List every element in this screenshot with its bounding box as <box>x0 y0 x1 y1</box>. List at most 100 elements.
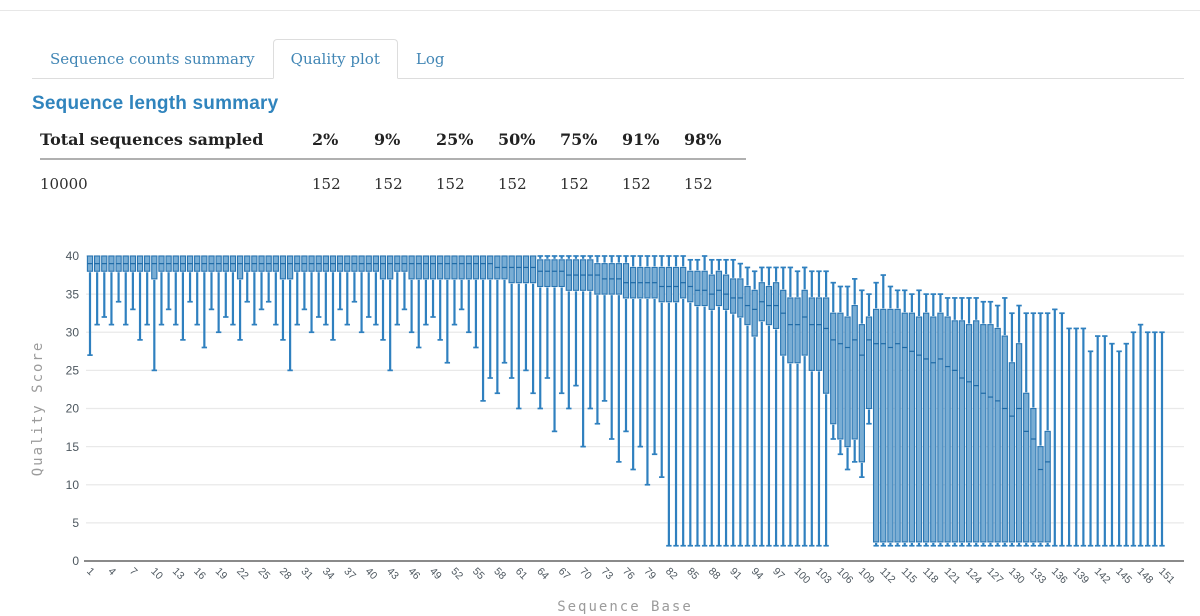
x-tick: 1 <box>84 565 97 578</box>
x-tick-label: 55 <box>470 565 487 582</box>
box <box>422 255 430 280</box>
x-tick: 82 <box>663 565 680 582</box>
box <box>808 297 815 371</box>
x-tick: 142 <box>1092 565 1113 586</box>
y-tick-label: 30 <box>66 325 80 339</box>
box <box>279 255 287 280</box>
box <box>887 308 894 543</box>
x-tick: 16 <box>191 565 208 582</box>
x-tick: 4 <box>106 565 119 578</box>
y-tick-label: 0 <box>72 554 79 568</box>
box <box>815 297 823 371</box>
tab-label[interactable]: Log <box>415 50 445 68</box>
x-tick-label: 106 <box>834 565 855 586</box>
y-tick-label: 25 <box>66 364 80 378</box>
tab-quality-plot[interactable]: Quality plot <box>272 39 398 79</box>
x-tick-label: 4 <box>106 565 119 578</box>
y-tick-label: 35 <box>66 287 80 301</box>
x-tick-label: 70 <box>577 565 594 582</box>
box <box>715 270 723 307</box>
table-body: 10000 152 152 152 152 152 152 152 <box>40 159 746 203</box>
tab-sequence-counts-summary[interactable]: Sequence counts summary <box>32 39 273 79</box>
x-tick: 61 <box>513 565 530 582</box>
box <box>880 308 887 543</box>
x-tick: 25 <box>256 565 273 582</box>
x-tick-label: 49 <box>427 565 444 582</box>
x-tick: 34 <box>320 565 337 582</box>
x-tick-label: 64 <box>534 565 551 582</box>
box <box>387 255 394 280</box>
y-axis-title: Quality Score <box>30 341 46 477</box>
tab-bar: Sequence counts summary Quality plot Log <box>32 39 1184 79</box>
box <box>622 263 630 299</box>
box <box>1037 446 1044 543</box>
x-tick: 64 <box>534 565 551 582</box>
tab-label[interactable]: Sequence counts summary <box>50 50 255 68</box>
box <box>722 274 730 310</box>
x-tick: 103 <box>813 565 834 586</box>
x-tick: 19 <box>213 565 230 582</box>
x-tick-label: 31 <box>298 565 315 582</box>
column-header-50: 50% <box>498 124 560 160</box>
tab-label[interactable]: Quality plot <box>272 39 398 79</box>
x-tick: 97 <box>770 565 787 582</box>
x-tick-label: 136 <box>1049 565 1070 586</box>
x-tick-label: 145 <box>1113 565 1134 586</box>
x-tick: 136 <box>1049 565 1070 586</box>
y-tick-label: 40 <box>66 249 80 263</box>
x-tick-label: 94 <box>749 565 766 582</box>
x-tick: 37 <box>341 565 358 582</box>
table-cell: 10000 <box>40 175 88 193</box>
box <box>801 289 808 356</box>
quality-boxplot-chart[interactable]: 0 5 10 15 20 25 30 35 40 1 4 7 10 13 16 19 22 25 28 31 34 37 4… <box>0 249 1200 616</box>
x-tick-label: 19 <box>213 565 230 582</box>
x-tick-label: 121 <box>942 565 963 586</box>
box <box>487 255 494 280</box>
x-tick-label: 10 <box>148 565 165 582</box>
x-tick: 100 <box>792 565 813 586</box>
x-tick-label: 16 <box>191 565 208 582</box>
column-header-2: 2% <box>312 124 374 160</box>
x-tick: 31 <box>298 565 315 582</box>
x-tick-label: 127 <box>985 565 1006 586</box>
x-tick-label: 43 <box>384 565 401 582</box>
x-tick-label: 52 <box>449 565 466 582</box>
box <box>415 255 422 280</box>
box <box>937 312 944 543</box>
box <box>694 270 701 307</box>
x-tick: 112 <box>877 565 897 585</box>
box <box>451 255 458 280</box>
x-tick: 13 <box>170 565 187 582</box>
x-tick-label: 67 <box>556 565 573 582</box>
top-divider <box>0 10 1200 11</box>
box <box>708 274 715 310</box>
box <box>780 289 787 356</box>
box <box>973 320 980 543</box>
box <box>987 324 994 543</box>
box <box>594 263 601 295</box>
x-tick-label: 142 <box>1092 565 1113 586</box>
x-tick: 109 <box>856 565 877 586</box>
x-tick-label: 34 <box>320 565 337 582</box>
box <box>915 316 923 543</box>
x-tick-label: 130 <box>1006 565 1027 586</box>
x-tick-label: 109 <box>856 565 877 586</box>
x-tick: 130 <box>1006 565 1027 586</box>
box <box>465 255 472 280</box>
box <box>830 312 837 425</box>
table-cell: 152 <box>560 175 589 193</box>
box <box>544 259 551 288</box>
x-tick: 88 <box>706 565 723 582</box>
x-tick: 67 <box>556 565 573 582</box>
x-tick-label: 115 <box>899 565 919 585</box>
box <box>837 312 844 440</box>
box <box>437 255 444 280</box>
box <box>1015 343 1023 543</box>
x-tick: 124 <box>963 565 984 586</box>
x-tick: 49 <box>427 565 444 582</box>
box <box>844 316 851 448</box>
box <box>1023 392 1030 543</box>
tab-log[interactable]: Log <box>398 39 463 79</box>
box <box>551 259 558 288</box>
